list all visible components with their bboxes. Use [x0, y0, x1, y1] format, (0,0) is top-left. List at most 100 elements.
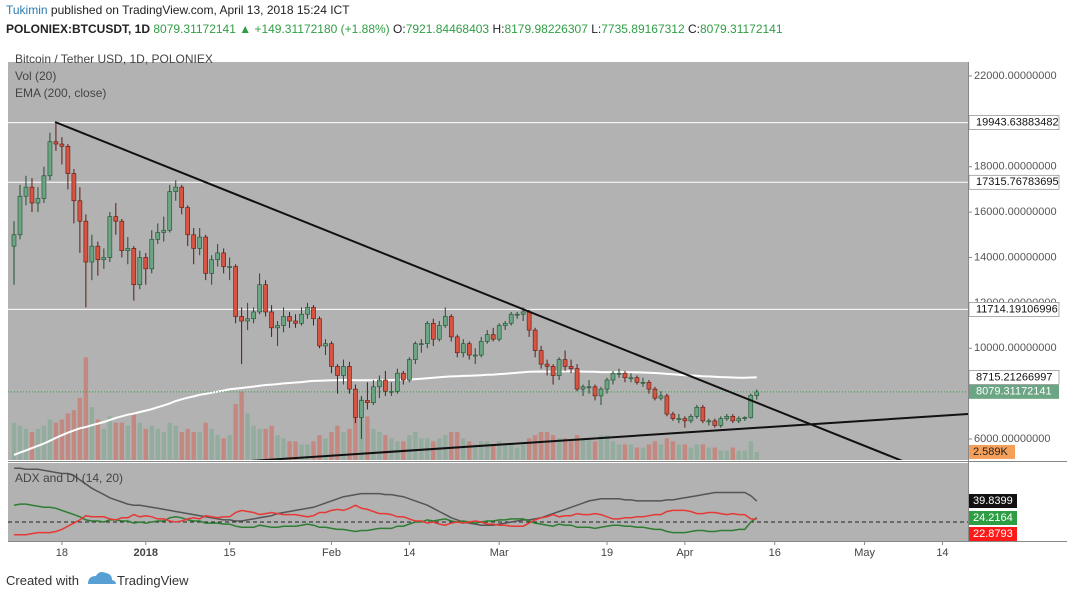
candle-body [179, 186, 185, 208]
volume-bar [197, 432, 202, 460]
volume-bar [29, 432, 35, 460]
level-label: 17315.76783695 [976, 176, 1059, 188]
candle-body [395, 372, 400, 392]
candle-body [11, 234, 17, 247]
volume-bar [161, 432, 166, 460]
volume-bar [11, 422, 17, 460]
candle-body [598, 388, 604, 397]
candle-body [221, 252, 226, 267]
volume-bar [502, 444, 508, 460]
publisher[interactable]: Tukimin [6, 3, 48, 17]
volume-bar [335, 425, 340, 460]
volume-bar [65, 413, 71, 460]
candle-body [335, 366, 340, 376]
candle-body [442, 316, 448, 326]
level-label: 19943.63883482 [976, 117, 1059, 129]
candle-body [700, 406, 706, 422]
candle-body [676, 418, 682, 420]
x-tick-label: 18 [56, 547, 68, 559]
candle-body [239, 316, 244, 322]
candle-body [652, 388, 658, 399]
volume-bar [209, 428, 214, 460]
volume-bar [754, 451, 759, 460]
candle-body [736, 418, 742, 422]
candle-body [688, 416, 694, 422]
volume-bar [125, 425, 131, 460]
volume-value-label: 2.589K [973, 446, 1009, 458]
volume-bar [449, 432, 454, 460]
x-tick-label: 14 [403, 547, 415, 559]
candle-body [89, 245, 95, 263]
brand-link[interactable]: TradingView [117, 573, 189, 588]
candle-body [131, 248, 137, 286]
candle-body [137, 257, 143, 286]
volume-bar [604, 435, 610, 460]
candle-body [472, 354, 478, 357]
candle-body [53, 141, 59, 145]
indicator-value-box [969, 527, 1017, 541]
candle-body [460, 343, 466, 354]
candle-body [191, 234, 196, 249]
price-pane [8, 62, 968, 460]
volume-bar [347, 428, 352, 460]
candle-body [550, 366, 556, 376]
volume-bar [317, 435, 322, 460]
x-tick-label: Feb [322, 547, 341, 559]
volume-bar [616, 444, 622, 460]
candle-body [293, 320, 298, 324]
candle-body [682, 418, 688, 422]
ohlc-label: H: [492, 22, 505, 36]
indicator-line [14, 504, 757, 536]
volume-bar [473, 444, 478, 460]
volume-bar [742, 450, 747, 460]
volume-bar [658, 444, 664, 460]
volume-bar [634, 447, 640, 460]
candle-body [724, 416, 730, 419]
candle-body [640, 381, 646, 384]
candle-body [167, 191, 173, 231]
candle-body [299, 313, 304, 324]
candle-body [538, 350, 544, 365]
volume-bar [167, 422, 172, 460]
candle-body [466, 343, 472, 356]
level-label-box [968, 174, 1060, 190]
candle-body [281, 316, 286, 326]
published-info: published on TradingView.com, April 13, … [50, 3, 350, 17]
indicator-value-label: 24.2164 [973, 512, 1013, 524]
volume-bar [185, 428, 190, 460]
volume-bar [305, 444, 310, 460]
volume-bar [89, 407, 95, 460]
tradingview-logo [88, 572, 116, 584]
candle-body [323, 343, 328, 347]
ema-label-box [968, 370, 1060, 385]
candle-body [263, 284, 268, 313]
candle-body [311, 307, 316, 320]
volume-bar [311, 441, 316, 460]
volume-bar [688, 447, 694, 460]
candle-body [616, 372, 622, 375]
volume-bar [640, 447, 646, 460]
ohlc-label: O: [393, 22, 406, 36]
logo-cloud [88, 572, 116, 584]
y-tick-label: 6000.00000000 [974, 433, 1050, 445]
candle-body [173, 186, 179, 192]
x-tick-label: Mar [490, 547, 509, 559]
candle-body [17, 195, 23, 236]
volume-bar [101, 428, 107, 460]
indicator-line [14, 467, 758, 526]
symbol-legend: Bitcoin / Tether USD, 1D, POLONIEX [15, 52, 213, 66]
volume-bar [245, 413, 250, 460]
candle-body [227, 266, 232, 268]
volume-bar [598, 435, 604, 460]
candle-body [41, 175, 47, 199]
candle-body [353, 388, 358, 418]
volume-bar [287, 441, 292, 460]
x-tick-label: 15 [224, 547, 236, 559]
volume-bar [389, 438, 394, 460]
candle-body [305, 307, 310, 315]
candle-body [47, 141, 53, 177]
volume-bar [550, 435, 556, 460]
volume-bar [377, 432, 382, 460]
volume-bar [664, 438, 670, 460]
